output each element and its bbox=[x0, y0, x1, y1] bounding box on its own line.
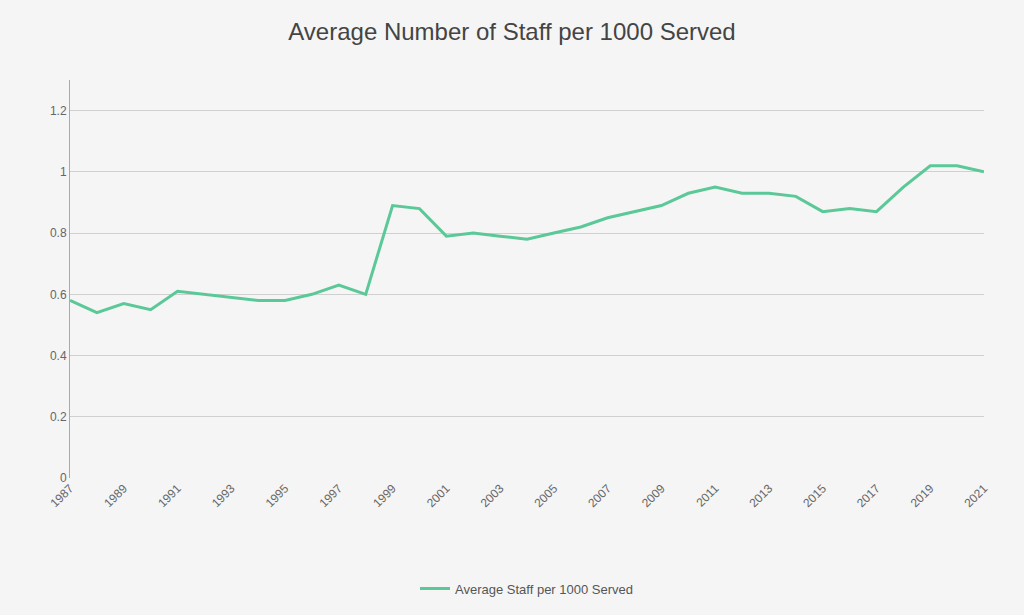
svg-text:1: 1 bbox=[60, 165, 67, 179]
svg-text:2017: 2017 bbox=[854, 481, 883, 510]
svg-text:1987: 1987 bbox=[48, 481, 77, 510]
svg-text:Average Number of Staff per 10: Average Number of Staff per 1000 Served bbox=[288, 18, 735, 45]
svg-text:1.2: 1.2 bbox=[50, 104, 67, 118]
svg-text:0.2: 0.2 bbox=[50, 410, 67, 424]
svg-text:2013: 2013 bbox=[747, 481, 776, 510]
svg-text:0.8: 0.8 bbox=[50, 226, 67, 240]
svg-text:2011: 2011 bbox=[693, 481, 721, 509]
svg-text:1991: 1991 bbox=[155, 481, 184, 510]
svg-text:1993: 1993 bbox=[209, 481, 238, 510]
svg-text:0.6: 0.6 bbox=[50, 288, 67, 302]
svg-text:Average Staff per 1000 Served: Average Staff per 1000 Served bbox=[455, 582, 633, 597]
svg-text:1995: 1995 bbox=[263, 481, 292, 510]
svg-text:2009: 2009 bbox=[639, 481, 668, 510]
svg-text:1999: 1999 bbox=[370, 481, 399, 510]
svg-text:0: 0 bbox=[60, 471, 67, 485]
svg-text:2003: 2003 bbox=[478, 481, 507, 510]
svg-text:1989: 1989 bbox=[101, 481, 130, 510]
svg-text:2019: 2019 bbox=[908, 481, 937, 510]
svg-text:2015: 2015 bbox=[800, 481, 829, 510]
svg-text:2005: 2005 bbox=[531, 481, 560, 510]
svg-text:0.4: 0.4 bbox=[50, 349, 67, 363]
svg-text:2021: 2021 bbox=[962, 481, 991, 510]
svg-text:2007: 2007 bbox=[585, 481, 614, 510]
svg-text:1997: 1997 bbox=[316, 481, 345, 510]
svg-text:2001: 2001 bbox=[424, 481, 453, 510]
